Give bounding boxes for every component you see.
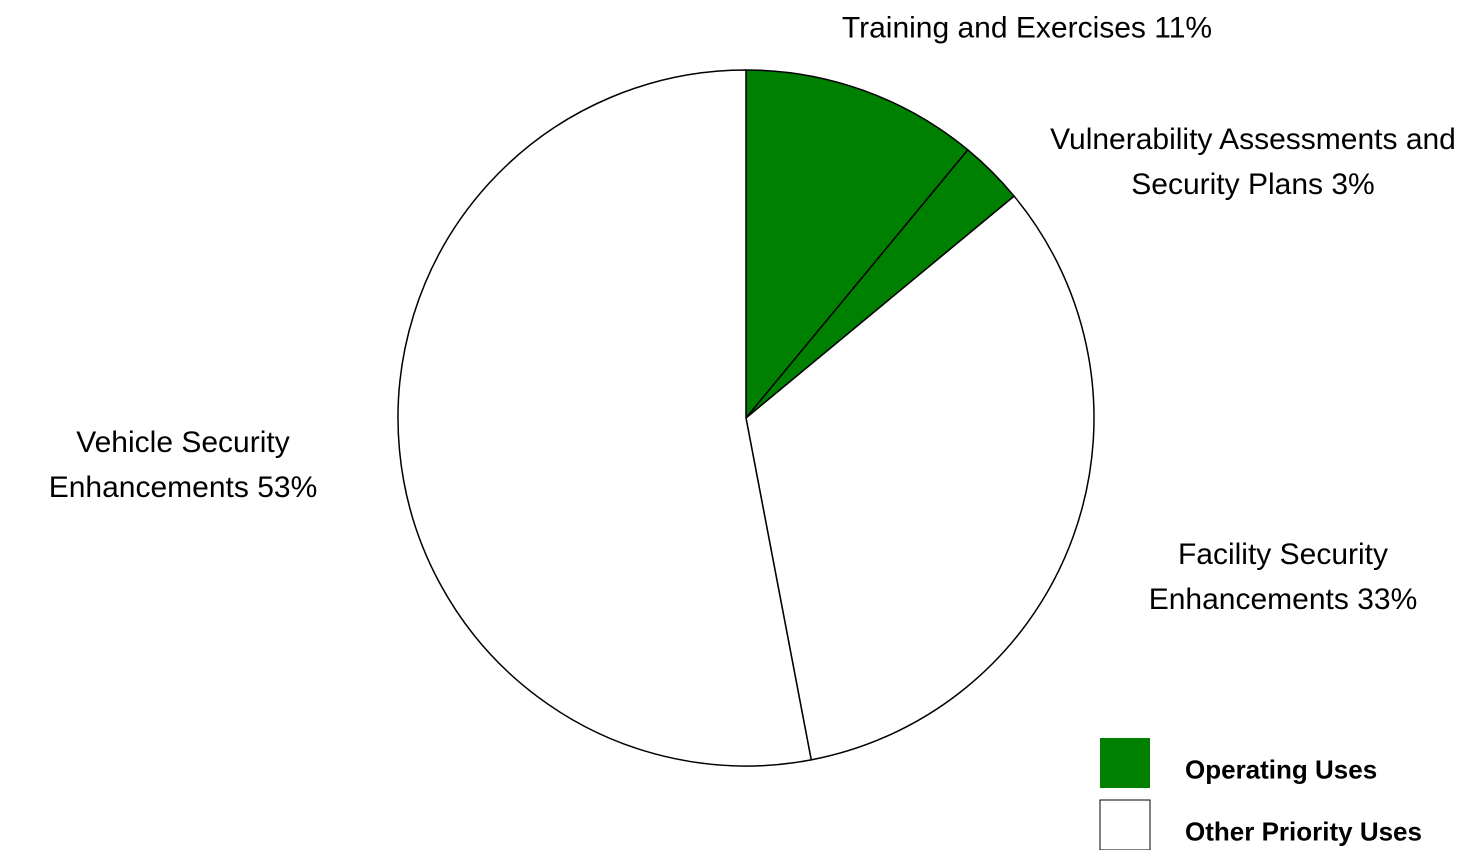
slice-label: Facility Security Enhancements 33% [1113,532,1453,622]
legend-swatch [1099,799,1151,850]
slice-value: 53% [257,471,318,504]
slice-label: Vehicle Security Enhancements 53% [13,420,353,510]
slice-name: Training and Exercises [841,11,1146,45]
legend-label: Other Priority Uses [1185,816,1422,847]
slice-name: Facility Security Enhancements [1148,538,1389,616]
slice-value: 11% [1154,11,1213,45]
slice-value: 33% [1357,583,1418,616]
slice-label: Training and Exercises 11% [727,6,1327,51]
pie-slice [745,195,1095,761]
pie-slice [745,69,969,421]
legend-swatch [1100,738,1150,788]
slice-value: 3% [1331,168,1375,201]
pie-slice [397,69,813,767]
legend-label: Operating Uses [1185,754,1378,785]
slice-name: Vehicle Security Enhancements [48,426,290,504]
slice-name: Vulnerability Assessments and Security P… [1050,123,1456,201]
slice-label: Vulnerability Assessments and Security P… [1033,117,1473,207]
